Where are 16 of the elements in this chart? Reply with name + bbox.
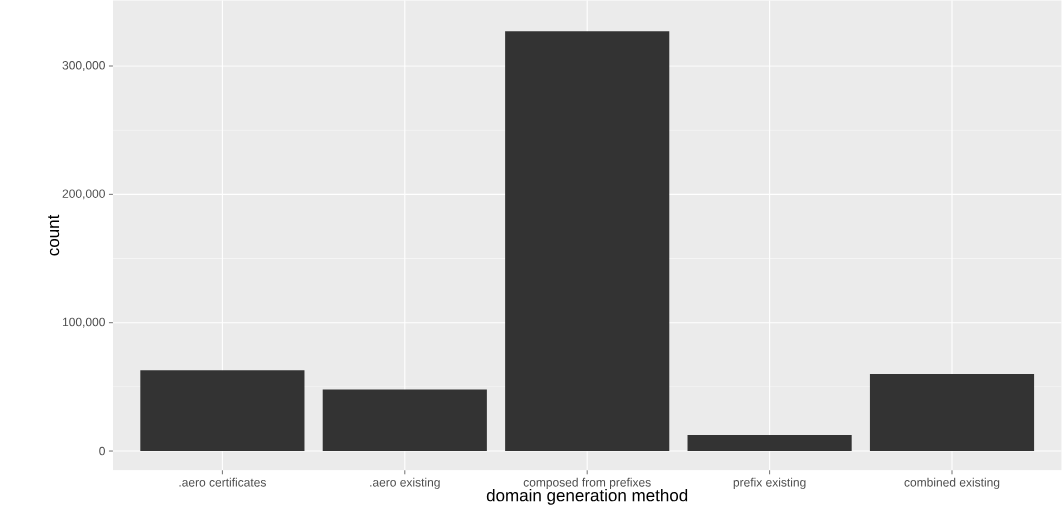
- y-tick-label: 100,000: [62, 317, 105, 328]
- x-tick-label: combined existing: [904, 477, 1000, 489]
- x-tick-label: prefix existing: [733, 477, 806, 489]
- x-tick-label: composed from prefixes: [523, 477, 651, 489]
- y-tick-label: 0: [99, 446, 105, 456]
- bar: [140, 370, 305, 451]
- x-axis-title: domain generation method: [486, 488, 688, 505]
- bar: [322, 389, 487, 451]
- y-tick-label: 200,000: [62, 189, 105, 200]
- x-tick-label: .aero certificates: [179, 477, 266, 487]
- bar: [869, 373, 1035, 451]
- x-tick-label: .aero existing: [370, 477, 440, 489]
- bar: [687, 434, 852, 451]
- y-tick-label: 300,000: [62, 60, 105, 71]
- y-axis-title: count: [48, 214, 60, 256]
- bar: [505, 31, 670, 451]
